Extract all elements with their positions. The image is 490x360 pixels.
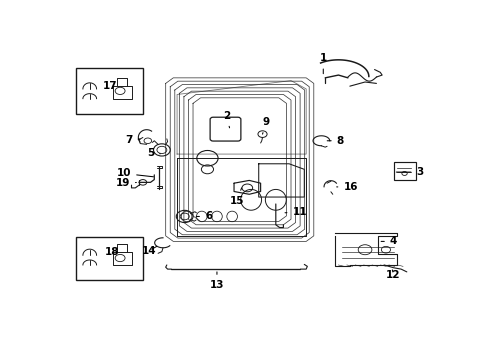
Text: 4: 4 <box>381 237 397 246</box>
Text: 10: 10 <box>117 168 153 179</box>
Bar <box>76 68 143 114</box>
Text: 1: 1 <box>319 53 327 74</box>
Text: 14: 14 <box>142 246 157 256</box>
Text: 2: 2 <box>223 111 230 128</box>
Text: 9: 9 <box>263 117 270 134</box>
Bar <box>76 237 143 280</box>
Text: 18: 18 <box>105 247 120 257</box>
Text: 16: 16 <box>337 183 358 192</box>
Text: 17: 17 <box>103 81 118 91</box>
Text: 11: 11 <box>285 207 307 217</box>
Text: 15: 15 <box>229 188 244 206</box>
Text: 12: 12 <box>386 270 401 280</box>
Text: 13: 13 <box>210 272 224 290</box>
Bar <box>393 162 416 180</box>
Text: 7: 7 <box>125 135 140 145</box>
Text: 6: 6 <box>196 211 212 221</box>
Text: 3: 3 <box>396 167 424 177</box>
Text: 19: 19 <box>116 178 136 188</box>
Text: 5: 5 <box>147 148 160 158</box>
Text: 8: 8 <box>327 136 344 146</box>
